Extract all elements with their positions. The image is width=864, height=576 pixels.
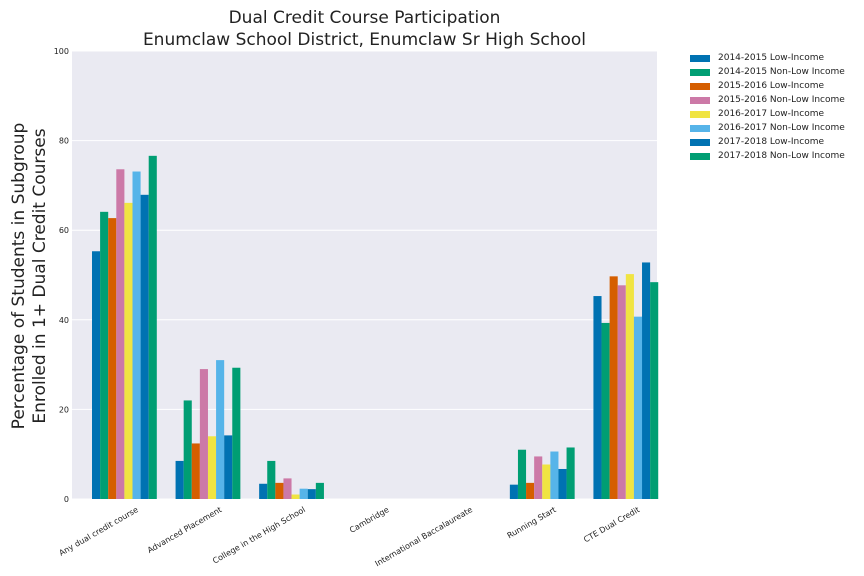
x-tick-label: Cambridge [348,505,391,535]
legend-swatch [690,152,710,160]
gridlines [72,50,657,500]
bar [191,443,200,499]
bar [299,488,308,499]
bar [617,285,626,499]
legend-swatch [690,54,710,62]
bar [275,482,284,499]
legend-label: 2017-2018 Non-Low Income [718,151,845,161]
bar [259,483,268,499]
legend-label: 2016-2017 Low-Income [718,109,825,119]
y-tick-label: 0 [64,495,69,504]
legend-item: 2016-2017 Low-Income [684,107,845,121]
bar [175,460,184,499]
legend-item: 2015-2016 Low-Income [684,79,845,93]
bar [550,451,559,499]
bar [267,460,276,499]
bar [534,456,543,499]
bar [509,484,518,499]
bar [609,276,618,499]
x-tick-label: Running Start [506,505,558,540]
legend-item: 2014-2015 Low-Income [684,51,845,65]
bar [108,218,117,499]
bar [224,435,233,499]
x-tick-label: CTE Dual Credit [582,505,641,544]
legend-swatch [690,68,710,76]
plot-background [72,51,657,499]
x-tick-label: Any dual credit course [58,505,140,558]
bar [566,447,575,499]
y-tick-label: 60 [59,226,69,235]
x-tick-labels: Any dual credit course Advanced Placement… [58,505,642,568]
bar [283,478,292,499]
legend-item: 2017-2018 Non-Low Income [684,149,845,163]
chart-title-line-1: Dual Credit Course Participation [228,8,501,28]
legend-swatch [690,124,710,132]
bar [232,367,241,499]
bar [650,282,659,499]
bar [132,171,141,499]
bar [199,369,208,499]
bar [140,194,149,500]
bar [216,360,225,499]
bar [307,489,316,499]
legend-item: 2017-2018 Low-Income [684,135,845,149]
legend-swatch [690,96,710,104]
bar [642,262,651,499]
bar [116,169,125,499]
legend-item: 2016-2017 Non-Low Income [684,121,845,135]
bar [148,155,157,499]
bar [558,468,567,499]
legend-label: 2015-2016 Low-Income [718,81,825,91]
y-axis-label-line-1: Percentage of Students in Subgroup [9,122,29,430]
legend-item: 2014-2015 Non-Low Income [684,65,845,79]
bars [92,155,659,500]
x-tick-label: College in the High School [211,505,307,565]
y-tick-labels: 0 20 40 60 80 100 [54,47,69,504]
bar [291,494,300,499]
legend-swatch [690,110,710,118]
bar [526,482,535,499]
bar [625,274,634,499]
legend-item: 2015-2016 Non-Low Income [684,93,845,107]
y-tick-label: 20 [59,405,69,414]
bar [633,316,643,499]
bar [315,482,324,499]
legend-label: 2017-2018 Low-Income [718,137,825,147]
bar [92,251,101,499]
x-tick-label: Advanced Placement [146,505,223,555]
y-tick-label: 80 [59,137,69,146]
bar [593,296,602,499]
legend: 2014-2015 Low-Income 2014-2015 Non-Low In… [684,51,845,163]
legend-swatch [690,82,710,90]
x-tick-label: International Baccalaureate [374,505,475,568]
y-axis-label: Percentage of Students in Subgroup Enrol… [9,86,51,466]
bar [183,400,192,499]
legend-label: 2016-2017 Non-Low Income [718,123,845,133]
y-tick-label: 100 [54,47,69,56]
legend-label: 2015-2016 Non-Low Income [718,95,845,105]
bar [601,322,610,499]
bar [124,202,133,499]
legend-label: 2014-2015 Low-Income [718,53,825,63]
bar [517,449,527,499]
y-tick-label: 40 [59,316,69,325]
bar [542,464,551,499]
chart-title-line-2: Enumclaw School District, Enumclaw Sr Hi… [142,30,587,50]
legend-swatch [690,138,710,146]
bar [207,436,217,499]
y-axis-label-line-2: Enrolled in 1+ Dual Credit Courses [30,128,50,424]
bar [100,211,109,499]
legend-label: 2014-2015 Non-Low Income [718,67,845,77]
